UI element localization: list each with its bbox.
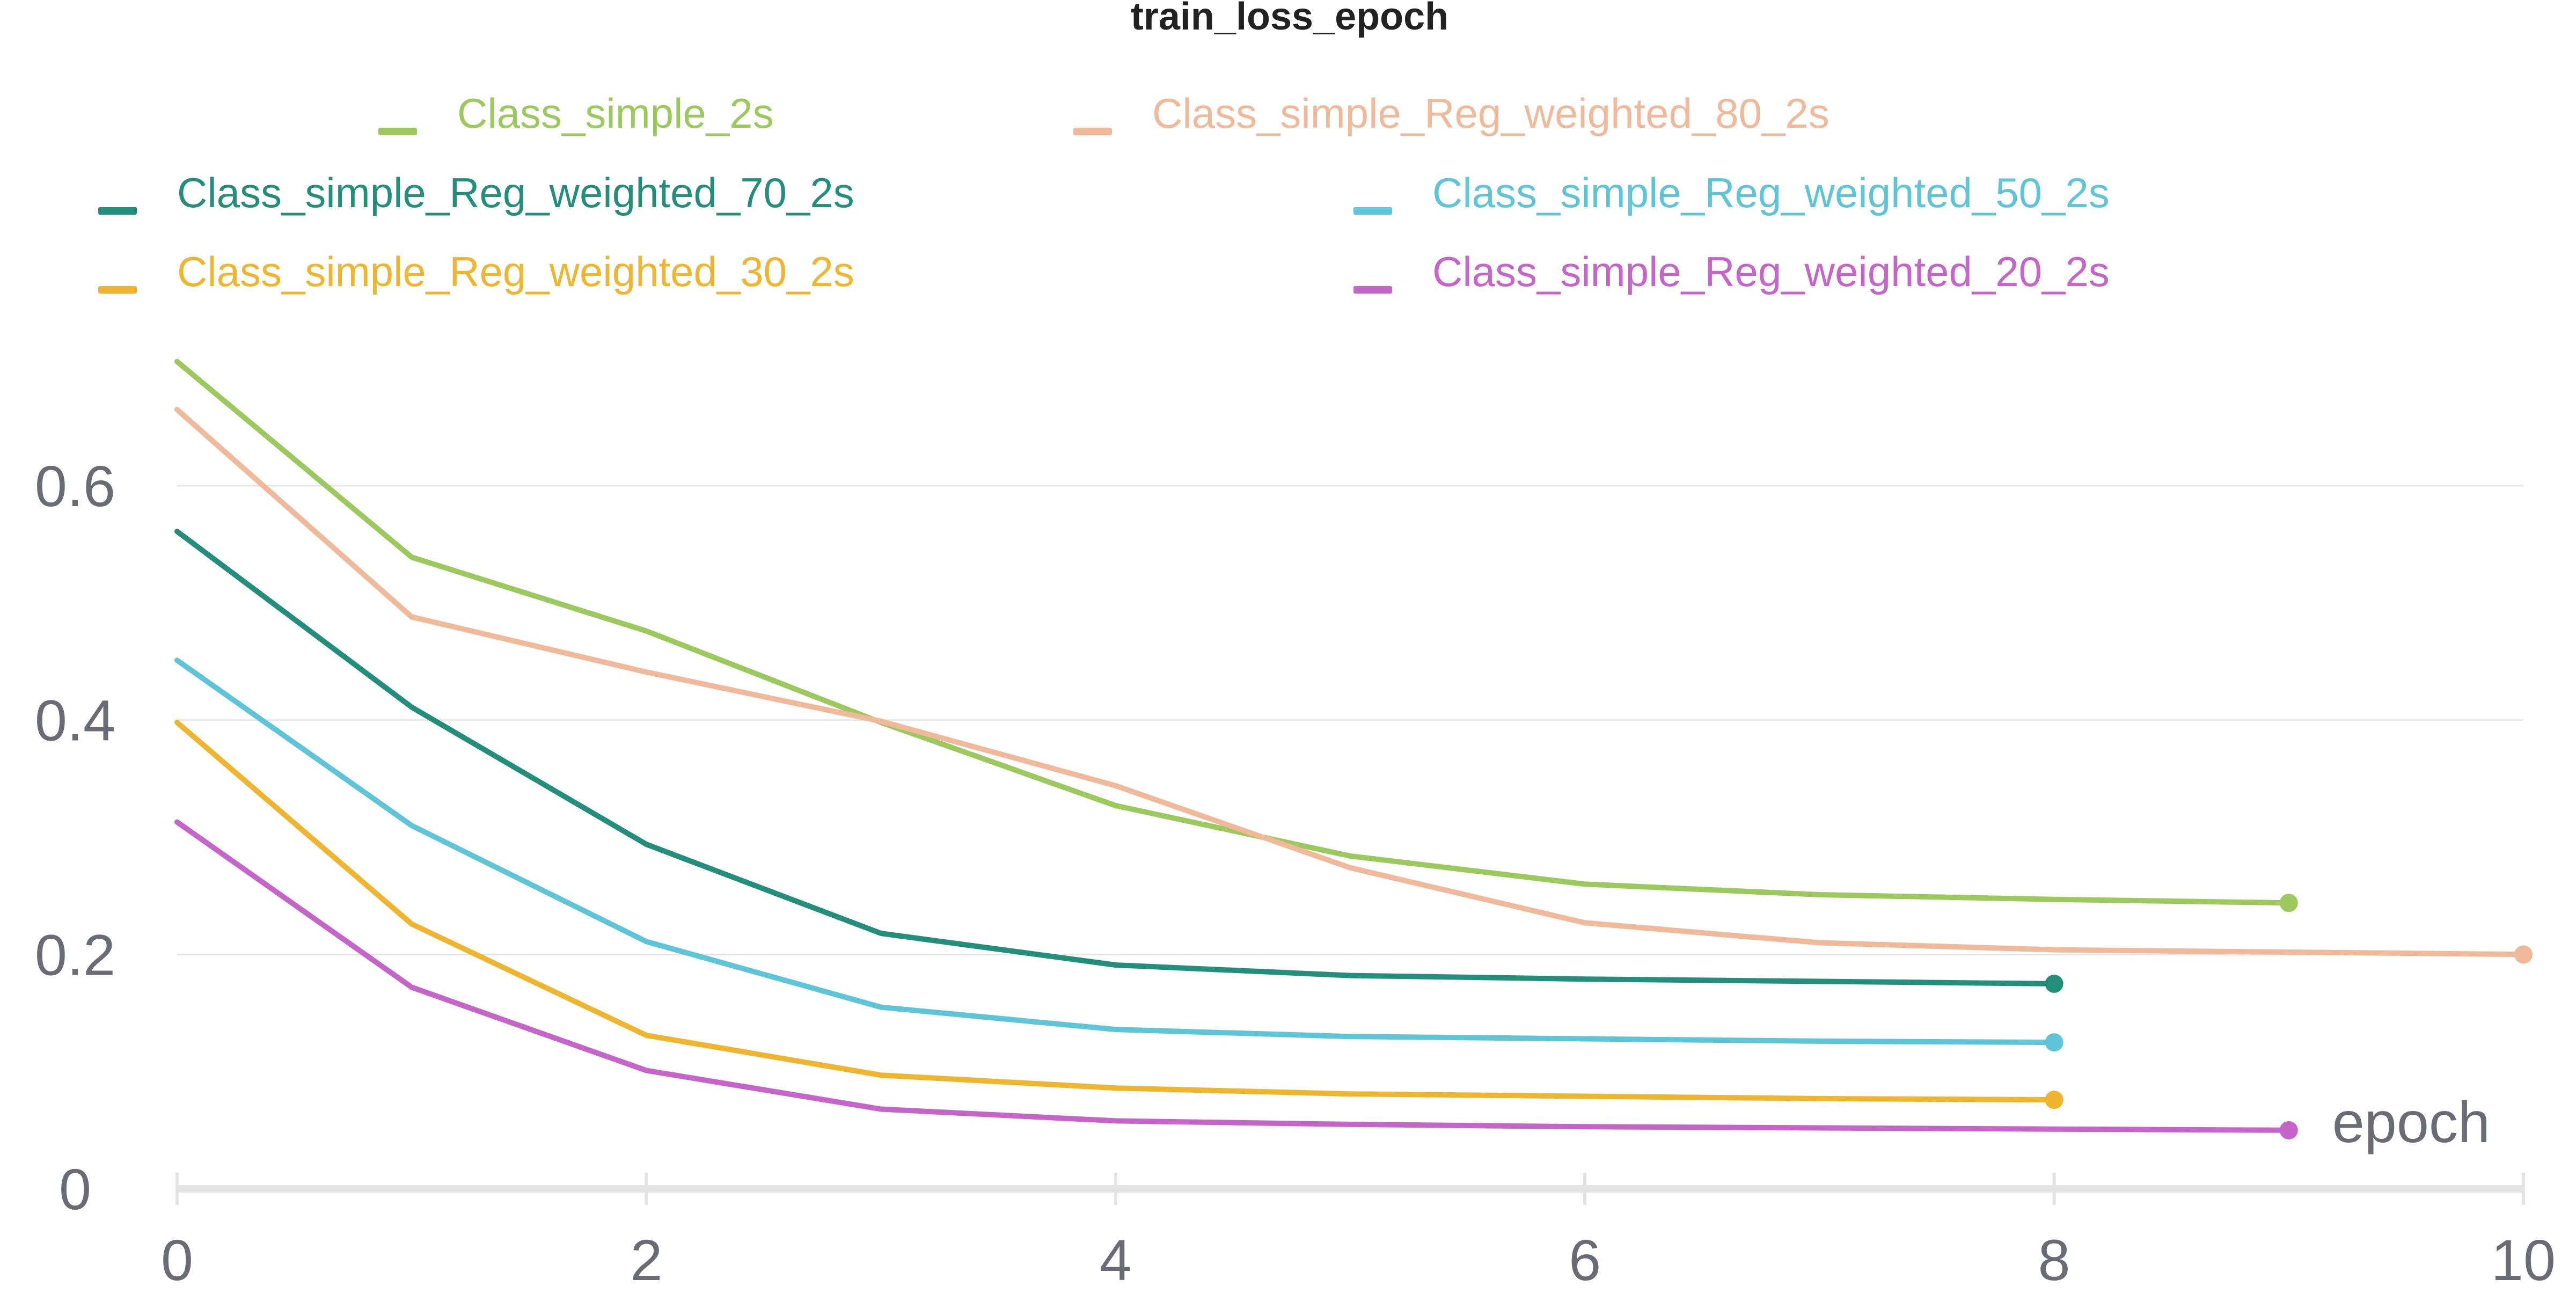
legend-label: Class_simple_Reg_weighted_30_2s	[177, 248, 854, 295]
series-lines	[174, 359, 2533, 1139]
legend-label: Class_simple_Reg_weighted_50_2s	[1432, 169, 2110, 216]
legend-swatch	[1073, 128, 1112, 135]
x-axis-label: epoch	[2332, 1090, 2490, 1154]
series-end-point-6	[2279, 1121, 2298, 1139]
legend-swatch	[1353, 207, 1392, 215]
y-tick-label: 0.4	[35, 688, 115, 753]
series-end-point-1	[2279, 894, 2298, 912]
legend-label: Class_simple_Reg_weighted_70_2s	[177, 169, 854, 216]
legend-item-3[interactable]: Class_simple_Reg_weighted_70_2s	[98, 169, 854, 216]
series-line-2	[174, 407, 2526, 958]
x-tick-label: 2	[630, 1227, 662, 1292]
legend[interactable]: Class_simple_2s Class_simple_Reg_weighted…	[98, 90, 2110, 295]
legend-swatch	[378, 128, 417, 135]
legend-item-4[interactable]: Class_simple_Reg_weighted_50_2s	[1353, 169, 2110, 216]
legend-label: Class_simple_2s	[457, 90, 774, 137]
series-line-4	[174, 657, 2057, 1046]
x-tick-label: 0	[161, 1227, 193, 1292]
legend-item-1[interactable]: Class_simple_2s	[378, 90, 774, 137]
x-tick-label: 8	[2038, 1227, 2070, 1292]
legend-label: Class_simple_Reg_weighted_20_2s	[1432, 248, 2110, 295]
legend-swatch	[98, 207, 137, 215]
legend-label: Class_simple_Reg_weighted_80_2s	[1152, 90, 1829, 137]
legend-swatch	[1353, 286, 1392, 294]
x-tick-label: 6	[1569, 1227, 1601, 1292]
legend-swatch	[98, 286, 137, 294]
legend-item-6[interactable]: Class_simple_Reg_weighted_20_2s	[1353, 248, 2110, 295]
series-end-point-4	[2045, 1033, 2063, 1052]
y-tick-label: 0	[59, 1157, 91, 1222]
series-line-1	[174, 359, 2292, 906]
x-axis: 0 2 4 6 8 10	[161, 1173, 2556, 1292]
series-line-5	[174, 720, 2057, 1103]
legend-item-5[interactable]: Class_simple_Reg_weighted_30_2s	[98, 248, 854, 295]
legend-item-2[interactable]: Class_simple_Reg_weighted_80_2s	[1073, 90, 1829, 137]
series-line-3	[174, 529, 2057, 986]
series-end-point-5	[2045, 1091, 2063, 1109]
x-tick-label: 4	[1100, 1227, 1132, 1292]
chart-title: train_loss_epoch	[1131, 0, 1448, 38]
grid-lines: 0 0.2 0.4 0.6	[35, 454, 2523, 1222]
series-end-point-3	[2045, 974, 2063, 993]
y-tick-label: 0.6	[35, 454, 115, 518]
series-end-point-2	[2514, 945, 2533, 964]
x-tick-label: 10	[2491, 1227, 2556, 1292]
series-line-6	[174, 819, 2292, 1133]
y-tick-label: 0.2	[35, 922, 115, 987]
